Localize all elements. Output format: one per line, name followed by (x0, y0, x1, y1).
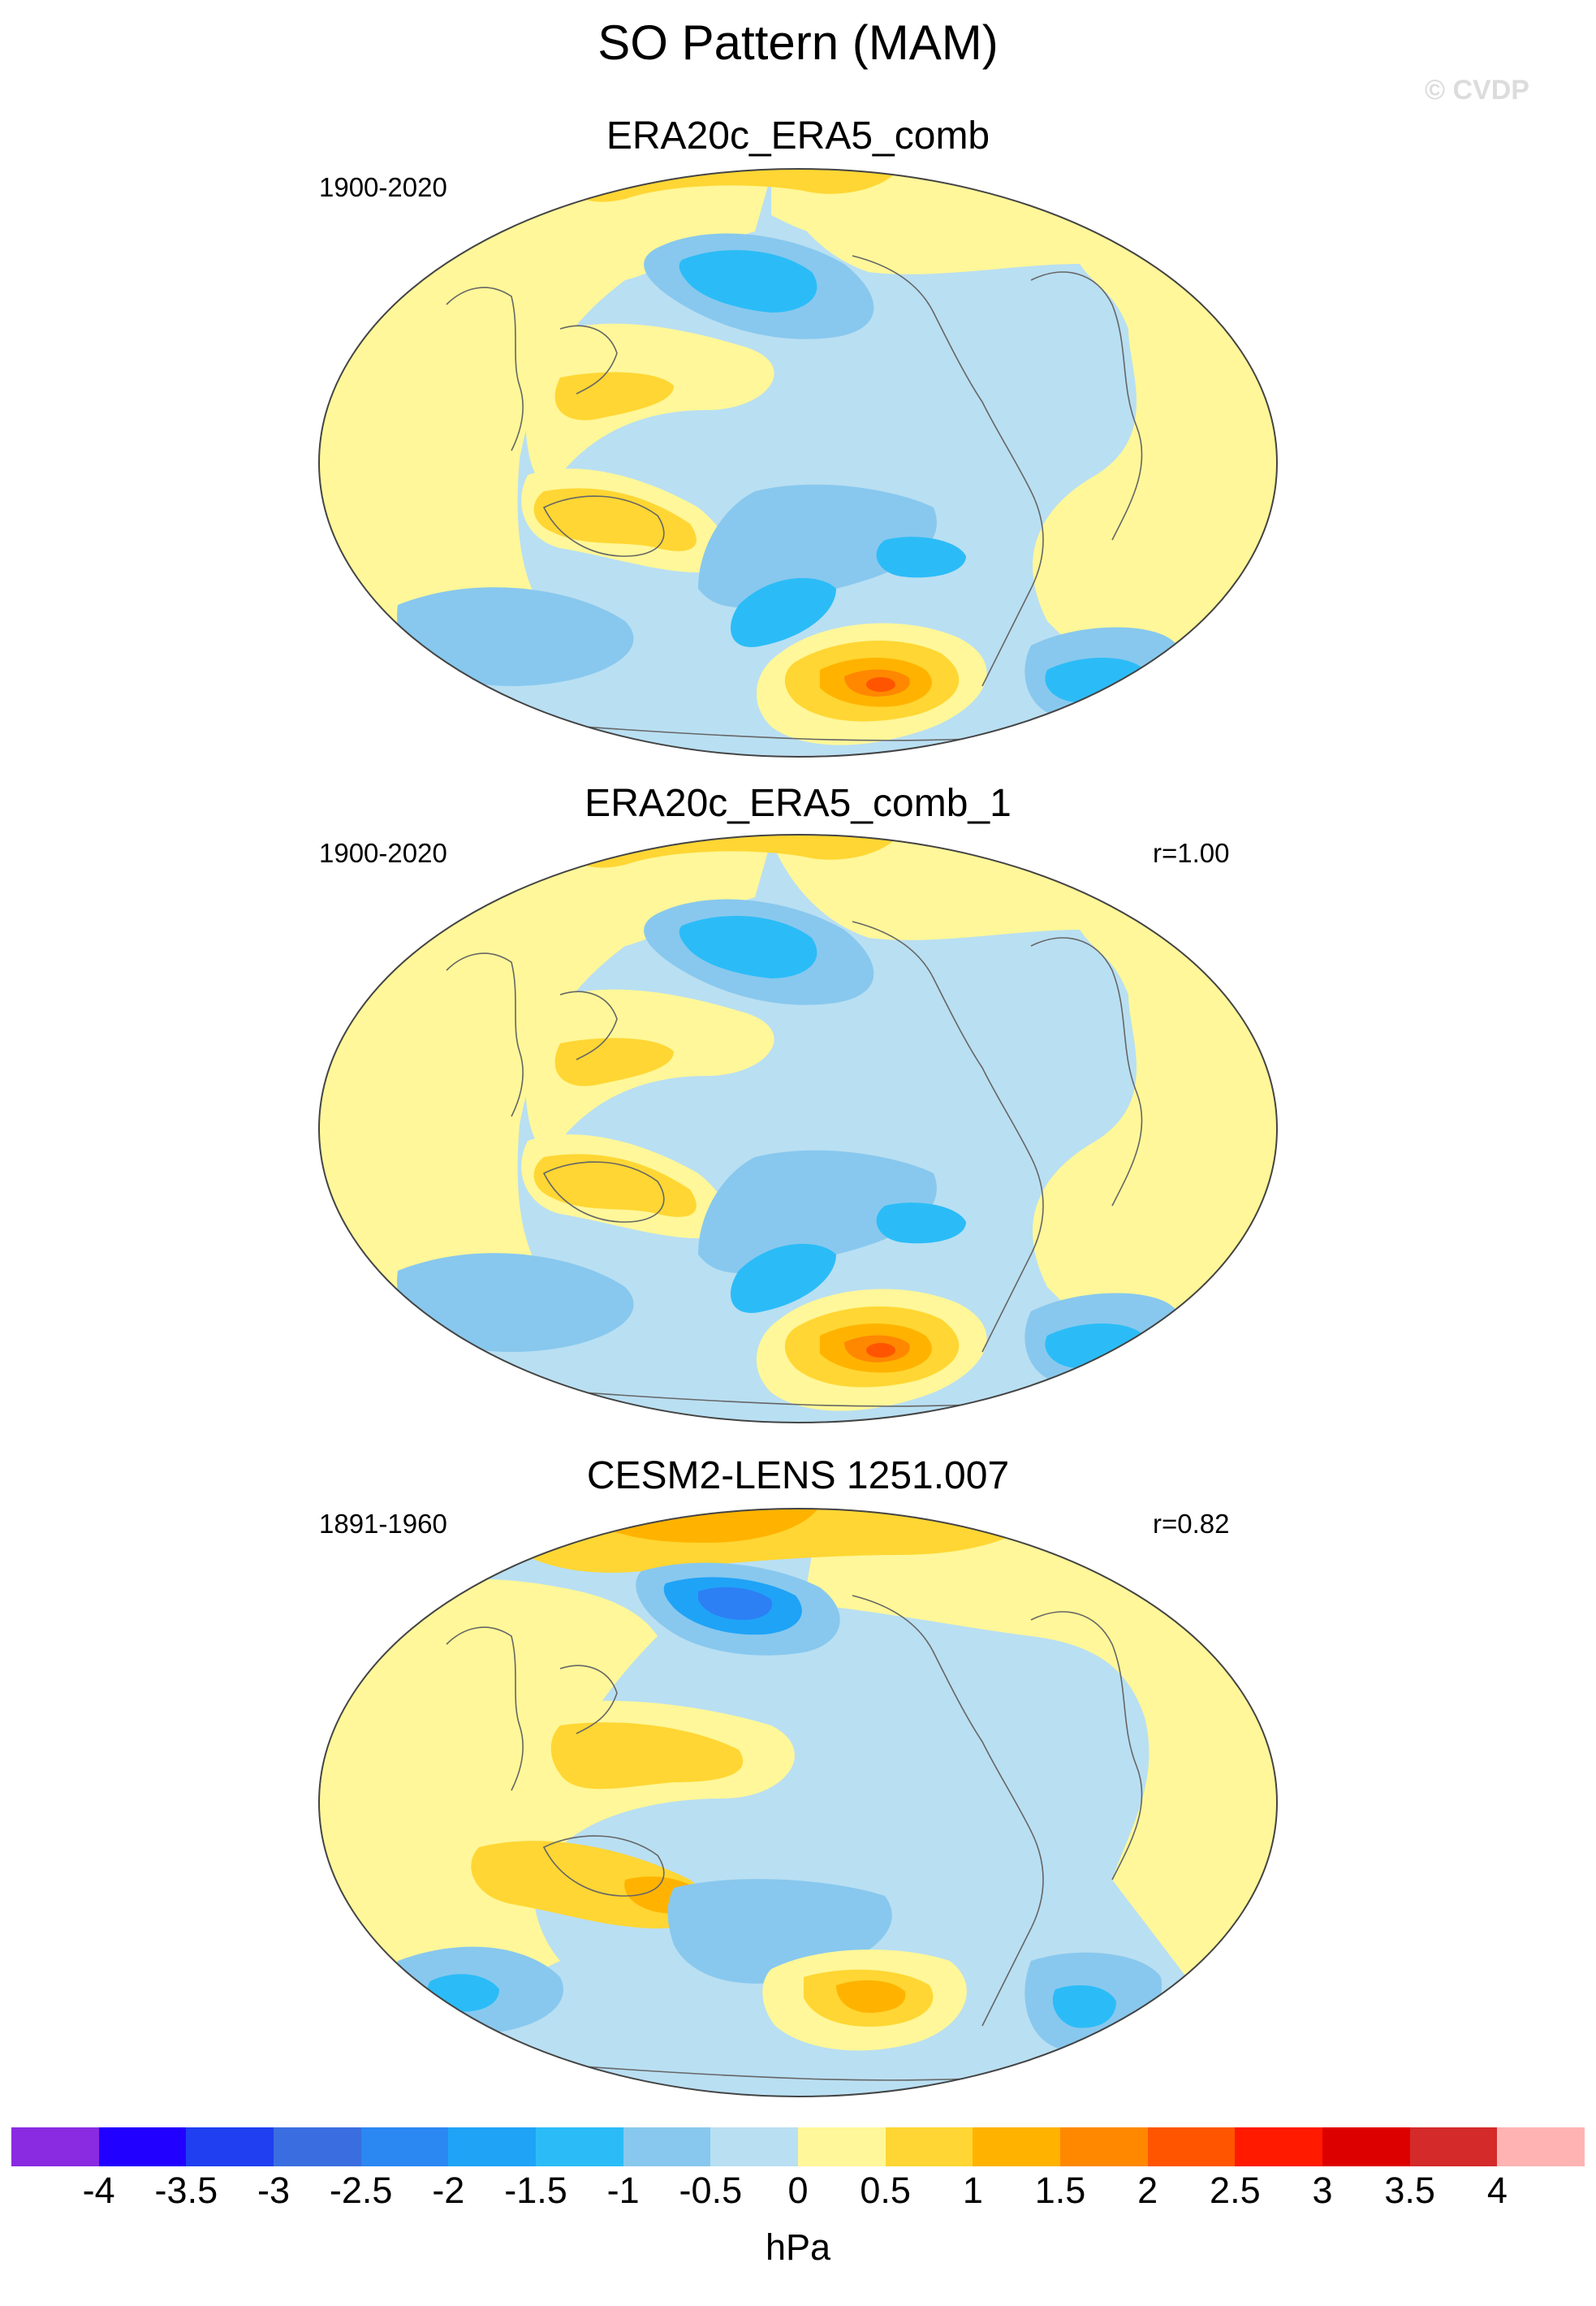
colorbar-label: -2 (432, 2170, 465, 2211)
colorbar-swatch (360, 2127, 449, 2166)
panel-3-title: CESM2-LENS 1251.007 (586, 1454, 1010, 1497)
colorbar-swatch (1497, 2127, 1585, 2166)
colorbar-swatch (1235, 2127, 1323, 2166)
colorbar-label: 1 (962, 2170, 983, 2211)
colorbar-label: 2.5 (1210, 2170, 1261, 2211)
colorbar-swatch (11, 2127, 99, 2166)
colorbar-swatch (973, 2127, 1061, 2166)
panel-1-contours (319, 169, 1277, 757)
panel-1-title: ERA20c_ERA5_comb (606, 114, 990, 158)
colorbar-label: 2 (1137, 2170, 1158, 2211)
panel-3-period: 1891-1960 (319, 1509, 447, 1539)
colorbar-swatch (274, 2127, 361, 2166)
colorbar-label: -4 (82, 2170, 115, 2211)
colorbar-swatch (1060, 2127, 1148, 2166)
colorbar-unit: hPa (765, 2226, 831, 2268)
colorbar-labels: -4 -3.5 -3 -2.5 -2 -1.5 -1 -0.5 0 0.5 1 1.5 2 2.5 3 3.5… (11, 2170, 1585, 2218)
colorbar-label: 0 (787, 2170, 809, 2211)
colorbar-swatch (885, 2127, 973, 2166)
panel-2-contours (319, 835, 1277, 1423)
colorbar-swatch (1409, 2127, 1498, 2166)
colorbar-label: 4 (1486, 2170, 1508, 2211)
panel-2-title: ERA20c_ERA5_comb_1 (584, 782, 1012, 825)
colorbar-label: 3 (1312, 2170, 1333, 2211)
colorbar-label: -2.5 (329, 2170, 393, 2211)
panel-1-map (318, 168, 1278, 758)
colorbar-label: -1 (606, 2170, 640, 2211)
colorbar-swatch (798, 2127, 886, 2166)
colorbar-swatch (186, 2127, 274, 2166)
colorbar-swatch (448, 2127, 537, 2166)
figure-title: SO Pattern (MAM) (597, 15, 999, 70)
colorbar-swatch (98, 2127, 187, 2166)
panel-2-correlation: r=1.00 (1153, 838, 1230, 868)
watermark: © CVDP (1425, 75, 1529, 106)
colorbar-label: 1.5 (1034, 2170, 1086, 2211)
colorbar-label: 0.5 (860, 2170, 911, 2211)
panel-2-period: 1900-2020 (319, 838, 447, 868)
colorbar-label: -3 (257, 2170, 291, 2211)
panel-2-map (318, 834, 1278, 1423)
colorbar-swatch (536, 2127, 623, 2166)
colorbar-label: -0.5 (679, 2170, 743, 2211)
panel-3-map (318, 1508, 1278, 2097)
colorbar-label: -1.5 (504, 2170, 567, 2211)
colorbar-swatch (1147, 2127, 1236, 2166)
colorbar-swatch (623, 2127, 711, 2166)
colorbar-swatch (710, 2127, 799, 2166)
panel-3-correlation: r=0.82 (1153, 1509, 1230, 1539)
colorbar-label: 3.5 (1384, 2170, 1435, 2211)
colorbar-label: -3.5 (154, 2170, 218, 2211)
colorbar-swatch (1322, 2127, 1410, 2166)
colorbar (11, 2127, 1585, 2166)
panel-1-period: 1900-2020 (319, 172, 447, 202)
panel-3-contours (319, 1509, 1277, 2097)
